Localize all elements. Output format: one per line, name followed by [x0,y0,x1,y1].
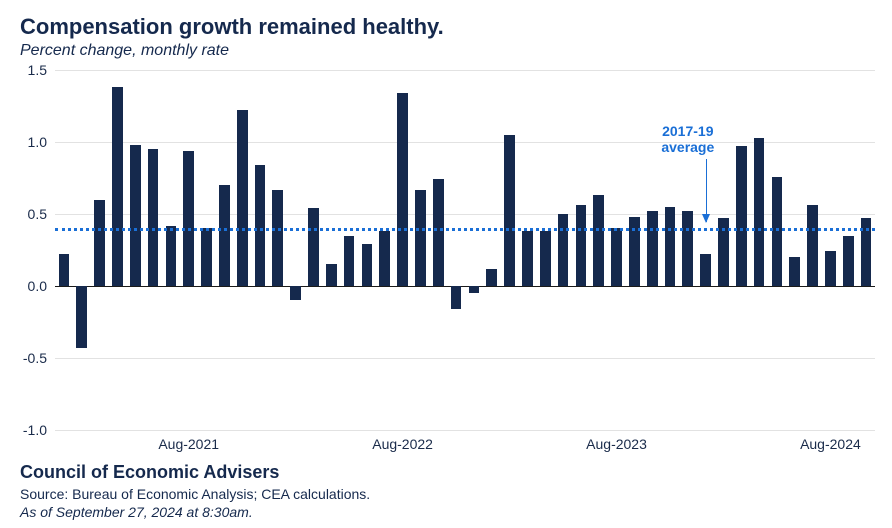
chart-title: Compensation growth remained healthy. [20,14,444,40]
bar [201,228,212,286]
footer-org: Council of Economic Advisers [20,462,279,483]
bar [611,228,622,286]
bar [504,135,515,286]
bar [183,151,194,286]
bar-chart: -1.0-0.50.00.51.01.52017-19averageAug-20… [55,70,875,430]
bar [76,286,87,348]
bar [576,205,587,286]
bar [789,257,800,286]
y-tick-label: 1.0 [28,134,47,150]
bar [308,208,319,286]
bar [522,231,533,286]
bar [94,200,105,286]
reference-line [55,228,875,231]
bar [397,93,408,286]
x-tick-label: Aug-2023 [586,430,647,452]
footer-source: Source: Bureau of Economic Analysis; CEA… [20,486,370,502]
bar [362,244,373,286]
bar [237,110,248,286]
bar [540,231,551,286]
bar [558,214,569,286]
bar [647,211,658,286]
bar [469,286,480,293]
gridline [55,214,875,215]
bar [379,231,390,286]
bar [148,149,159,286]
baseline [55,286,875,287]
x-tick-label: Aug-2021 [158,430,219,452]
bar [451,286,462,309]
y-tick-label: -0.5 [23,350,47,366]
bar [130,145,141,286]
bar [807,205,818,286]
y-tick-label: 0.5 [28,206,47,222]
gridline [55,70,875,71]
bar [486,269,497,286]
y-tick-label: -1.0 [23,422,47,438]
bar [415,190,426,286]
bar [59,254,70,286]
bar [166,226,177,286]
bar [255,165,266,286]
bar [272,190,283,286]
bar [754,138,765,286]
bar [682,211,693,286]
gridline [55,142,875,143]
y-tick-label: 1.5 [28,62,47,78]
footer-asof: As of September 27, 2024 at 8:30am. [20,504,253,520]
reference-label: 2017-19average [638,123,738,155]
bar [629,217,640,286]
x-tick-label: Aug-2024 [800,430,861,452]
bar [344,236,355,286]
chart-container: Compensation growth remained healthy. Pe… [0,0,892,528]
reference-arrow [706,159,707,222]
x-tick-label: Aug-2022 [372,430,433,452]
bar [219,185,230,286]
bar [825,251,836,286]
bar [593,195,604,286]
bar [700,254,711,286]
y-tick-label: 0.0 [28,278,47,294]
bar [433,179,444,286]
bar [326,264,337,286]
bar [112,87,123,286]
gridline [55,358,875,359]
chart-subtitle: Percent change, monthly rate [20,42,229,60]
bar [843,236,854,286]
bar [665,207,676,286]
bar [290,286,301,300]
bar [736,146,747,286]
